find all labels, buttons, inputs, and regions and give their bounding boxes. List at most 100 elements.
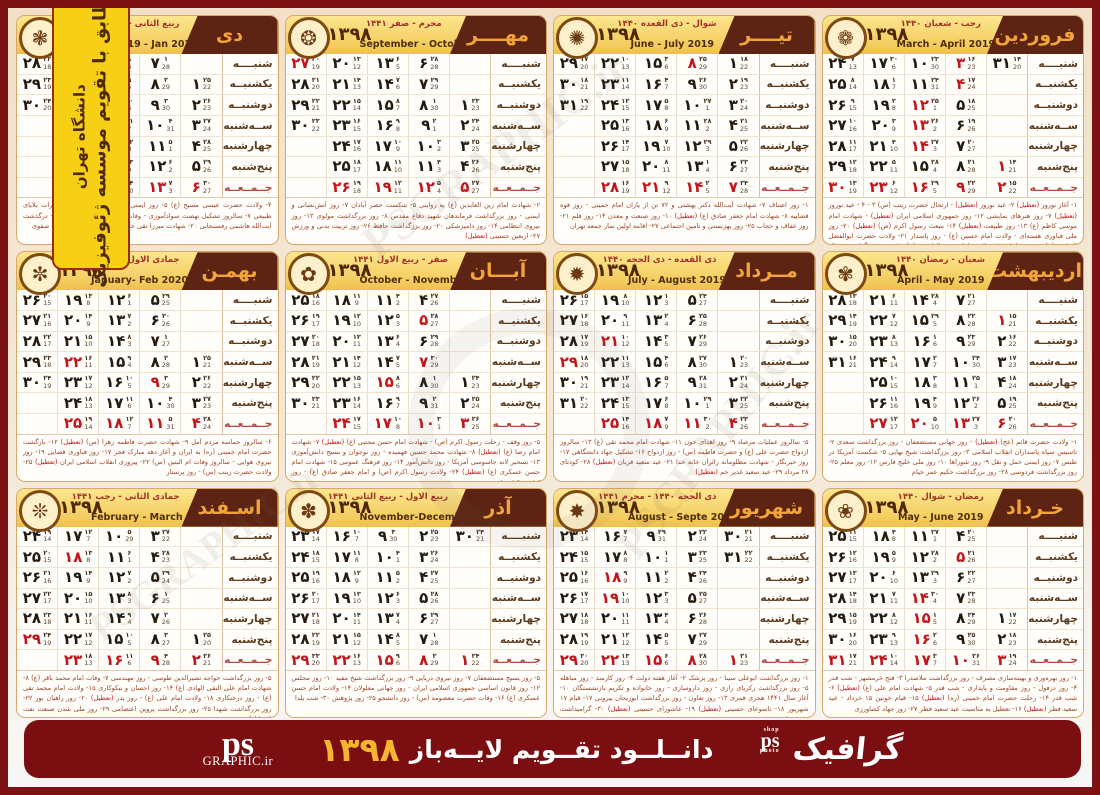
jalali-day-number: ۴ (728, 414, 738, 433)
jalali-day-number: ۷ (419, 352, 429, 371)
day-cell (448, 547, 490, 567)
day-cell: ۱۴ ۳۰ 4 (903, 588, 945, 609)
hijri-day-number: ۲۳ (740, 415, 748, 424)
hijri-day-number: ۱۷ (1008, 353, 1017, 362)
gregorian-day-number: 17 (352, 165, 361, 174)
hijri-day-number: ۲۵ (967, 631, 976, 640)
month-name-plate: خـرداد (987, 488, 1083, 527)
secondary-dates: ۲۲ 20 (312, 374, 320, 390)
hijri-day-number: ۲ (664, 569, 669, 578)
month-name-plate: تیــــر (718, 16, 815, 54)
secondary-dates: ۱۵ 15 (580, 549, 588, 565)
jalali-day-number: ۱۱ (146, 414, 165, 433)
hijri-day-number: ۷ (395, 610, 400, 619)
weekday-label: پنج‌شنبه (1027, 157, 1083, 177)
day-cell (554, 137, 594, 157)
secondary-dates: ۳۰ 4 (931, 590, 939, 606)
day-cell: ۲۹ ۱۲ 18 (823, 157, 863, 177)
hijri-day-number: ۱۳ (848, 569, 857, 578)
day-cell: ۳ ۲۵ 25 (448, 136, 490, 157)
day-cell: ۸ ۲۷ 30 (676, 352, 717, 372)
weekday-label: ســه‌شنبه (221, 352, 278, 372)
jalali-day-number: ۱۵ (105, 630, 124, 649)
hijri-day-number: ۱ (432, 96, 437, 105)
day-cell: ۵ ۲۹ 26 (180, 157, 221, 177)
secondary-dates: ۶ 10 (890, 569, 898, 585)
weekday-row: چهارشنبه ۶ ۲۹ 27 ۱۳ ۷ 4 ۲۰ ۱۴ 11 ۲۷ ۲۱ 18 (285, 608, 546, 629)
hijri-day-number: ۱۶ (352, 117, 361, 126)
hijri-day-number: ۲۹ (703, 394, 712, 403)
jalali-day-number: ۱۳ (148, 178, 167, 197)
secondary-dates: ۲۹ 26 (203, 158, 211, 174)
secondary-dates: ۱۱ 6 (125, 395, 133, 411)
jalali-day-number: ۲ (997, 178, 1007, 197)
gregorian-day-number: 1 (395, 556, 400, 565)
hijri-day-number: ۲۵ (203, 353, 211, 362)
day-cell: ۶ ۲۹ 27 (407, 609, 449, 629)
day-cell: ۲۲ ۱۵ 14 (325, 95, 367, 115)
gregorian-day-number: 9 (664, 124, 669, 133)
gregorian-day-number: 28 (430, 340, 439, 349)
jalali-day-number: ۲۲ (600, 352, 620, 371)
gregorian-day-number: 15 (848, 104, 857, 113)
gregorian-day-number: 13 (352, 83, 361, 92)
gregorian-day-number: 26 (471, 165, 480, 174)
jalali-day-number: ۲۰ (332, 331, 351, 350)
day-cell: ۲۶ ۱۷ 17 (554, 589, 594, 609)
day-cell: ۲۵ ۱۶ 16 (554, 568, 594, 588)
hijri-day-number: ۱۳ (352, 332, 361, 341)
hijri-months-label: ربیع الاول - ربیع الثانی ۱۴۴۱ (327, 491, 448, 502)
gregorian-day-number: 18 (43, 617, 52, 626)
weekday-label: یکشنبــه (1027, 74, 1083, 95)
month-footnote: ۵- روز بسیج مستضعفان ۷- روز نیروی دریایی… (285, 669, 546, 717)
jalali-day-number: ۲۹ (22, 352, 42, 371)
month-name: دی (215, 24, 244, 46)
jalali-day-number: ۳۰ (291, 116, 310, 135)
gregorian-day-number: 16 (352, 145, 361, 154)
day-cell (180, 331, 221, 352)
weekday-label: دوشنبــه (221, 567, 278, 588)
day-cell (17, 393, 57, 413)
jalali-day-number: ۱۷ (644, 95, 663, 114)
hijri-day-number: ۵ (891, 158, 896, 167)
day-cell: ۹ ۲۹ 31 (635, 526, 676, 547)
secondary-dates: ۲۶ 2 (972, 395, 980, 411)
day-cell: ۲۶ ۱۹ 18 (325, 177, 367, 198)
hijri-day-number: ۲۷ (203, 394, 211, 403)
gregorian-day-number: 5 (664, 340, 669, 349)
secondary-dates: ۲۸ 30 (699, 652, 707, 668)
secondary-dates: ۱۲ 16 (849, 549, 857, 565)
jalali-day-number: ۳۱ (559, 95, 579, 114)
hijri-day-number: ۲۵ (698, 589, 707, 598)
day-cell (823, 373, 863, 393)
jalali-day-number: ۱۹ (641, 136, 661, 155)
weekday-row: چهارشنبه ۶ ۲۶ 28 ۱۳ ۴ 4 ۲۰ ۱۱ 11 ۲۷ ۱۸ 18 (554, 608, 815, 629)
jalali-day-number: ۲۲ (869, 157, 888, 176)
secondary-dates: ۲۹ 29 (430, 76, 438, 92)
day-cell (717, 310, 758, 331)
day-cell: ۴ ۱۸ 24 (985, 372, 1027, 393)
day-cell: ۴ ۱۷ 24 (944, 74, 986, 95)
day-cell: ۲۰ ۶ 10 (862, 567, 904, 588)
weekday-row: چهارشنبه ۳ ۲۵ 25 ۱۰ ۳ 2 ۱۷ ۱۰ 9 ۲۴ ۱۷ 16 (285, 135, 546, 157)
weekday-row: یکشنبــه ۳۱ ۲۲ 22 ۳ ۲۳ 25 ۱۰ ۱ 1 ۱۷ ۸ 8 ۲۴ ۱۵ 15 (554, 546, 815, 567)
month-year: ۱۳۹۸ (596, 260, 640, 282)
jalali-day-number: ۱۷ (912, 352, 931, 371)
gregorian-months-label: August - Septe 2019 (628, 511, 738, 523)
weekday-label: شنبــــه (221, 290, 278, 310)
secondary-dates: ۲۲ 26 (740, 138, 748, 154)
secondary-dates: ۲۱ 26 (967, 549, 975, 565)
secondary-dates: ۲۰ 15 (43, 549, 51, 565)
day-cell (554, 116, 594, 136)
jalali-day-number: ۵ (419, 311, 429, 330)
day-cell: ۲۲ ۱۵ 13 (325, 372, 367, 393)
gregorian-day-number: 1 (168, 145, 173, 154)
